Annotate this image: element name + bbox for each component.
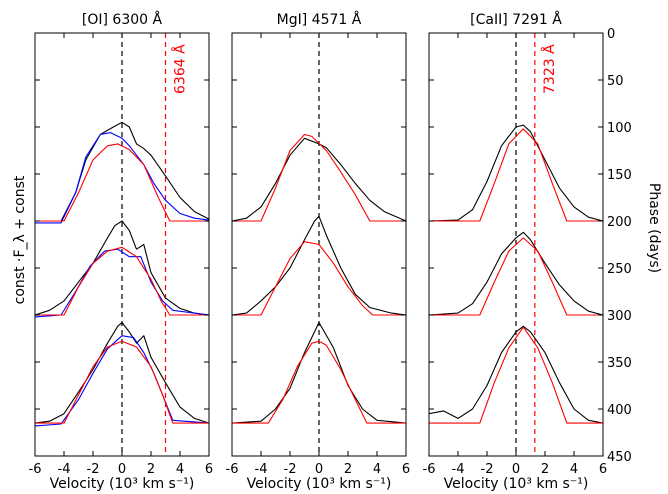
x-tick-label: -6 (423, 462, 436, 477)
spectrum-red-415 (232, 340, 406, 424)
panel-title: MgI] 4571 Å (277, 11, 362, 28)
x-tick-label: 0 (315, 462, 323, 477)
x-tick-label: -6 (29, 462, 42, 477)
x-tick-label: 6 (599, 462, 607, 477)
x-tick-label: -2 (284, 462, 297, 477)
phase-tick-label: 0 (607, 27, 615, 42)
phase-tick-label: 450 (607, 450, 632, 465)
x-tick-label: -6 (226, 462, 239, 477)
panel-title: [CaII] 7291 Å (470, 11, 562, 28)
x-axis-label: Velocity (10³ km s⁻¹) (247, 476, 392, 492)
spectrum-red-300 (232, 241, 406, 316)
x-tick-label: 0 (118, 462, 126, 477)
y-axis-label-left: const ·F_λ + const (12, 175, 28, 304)
phase-tick-label: 150 (607, 168, 632, 183)
phase-tick-label: 250 (607, 262, 632, 277)
x-tick-label: 4 (570, 462, 578, 477)
spectrum-red-300 (35, 246, 209, 316)
spectrum-black-300 (231, 215, 407, 316)
x-tick-label: -2 (87, 462, 100, 477)
spectrum-black-300 (34, 220, 210, 316)
phase-tick-label: 300 (607, 309, 632, 324)
spectrum-red-415 (429, 326, 603, 424)
spectrum-red-200 (232, 133, 406, 222)
spectrum-black-415 (231, 321, 407, 424)
x-tick-label: -4 (452, 462, 465, 477)
spectrum-black-415 (34, 321, 210, 424)
spectrum-red-300 (429, 237, 603, 316)
panel-1: -6 -4 -2 0 2 4 6 MgI] 4571 Å Velocity (10³ km s⁻… (226, 11, 411, 492)
panel-0: 6364 Å -6 -4 -2 0 2 4 6 [OI] 6300 Å Velocity (10³… (29, 11, 214, 492)
spectrum-black-300 (428, 231, 604, 316)
phase-tick-label: 400 (607, 403, 632, 418)
x-tick-label: 4 (373, 462, 381, 477)
x-tick-label: 4 (176, 462, 184, 477)
panel-title: [OI] 6300 Å (82, 11, 163, 28)
x-tick-label: -4 (255, 462, 268, 477)
phase-tick-label: 350 (607, 356, 632, 371)
x-tick-label: 2 (344, 462, 352, 477)
spectrum-red-415 (35, 340, 209, 424)
phase-tick-label: 50 (607, 74, 624, 89)
x-tick-label: 2 (541, 462, 549, 477)
y-axis-label-right: Phase (days) (646, 183, 662, 273)
phase-tick-label: 200 (607, 215, 632, 230)
x-tick-label: 6 (402, 462, 410, 477)
spectrum-blue-300 (34, 248, 210, 318)
x-tick-label: -4 (58, 462, 71, 477)
spectrum-blue-200 (35, 132, 210, 224)
spectrum-red-200 (35, 143, 209, 222)
x-tick-label: -2 (481, 462, 494, 477)
x-tick-label: 6 (205, 462, 213, 477)
panel-2: 7323 Å -6 -4 -2 0 2 4 6 [CaII] 7291 Å Velocity (1… (423, 11, 608, 492)
spectrum-black-200 (428, 124, 604, 222)
marker-label: 7323 Å (541, 44, 558, 94)
marker-label: 6364 Å (172, 44, 189, 94)
x-axis-label: Velocity (10³ km s⁻¹) (50, 476, 195, 492)
x-tick-label: 0 (512, 462, 520, 477)
x-tick-label: 2 (147, 462, 155, 477)
phase-tick-label: 100 (607, 121, 632, 136)
spectrum-red-200 (429, 128, 603, 222)
spectrum-black-415 (428, 325, 604, 424)
x-axis-label: Velocity (10³ km s⁻¹) (444, 476, 589, 492)
